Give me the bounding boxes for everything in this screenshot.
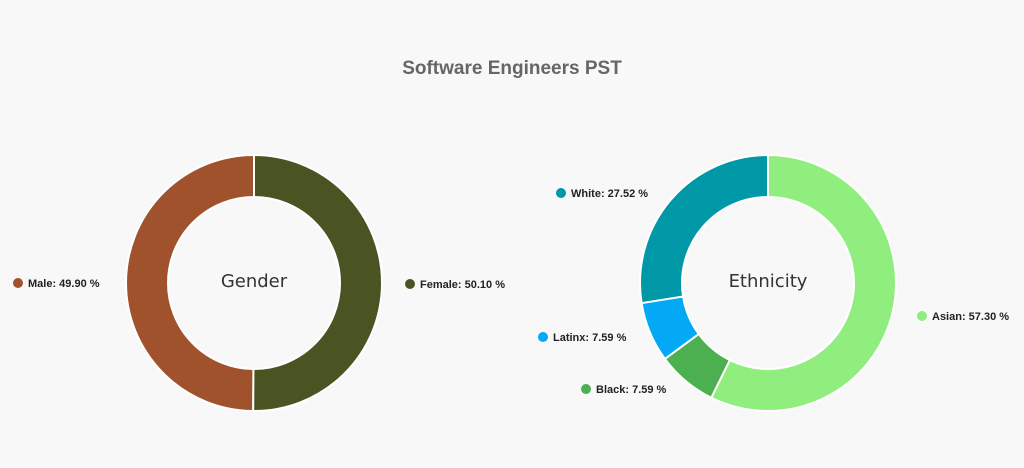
- data-label-female: Female: 50.10 %: [420, 279, 505, 291]
- gender-center-label: Gender: [221, 271, 288, 292]
- data-label-white: White: 27.52 %: [571, 188, 648, 200]
- data-label-male: Male: 49.90 %: [28, 278, 100, 290]
- legend-dot-male: [13, 278, 23, 288]
- legend-dot-black: [581, 384, 591, 394]
- slice-female[interactable]: [252, 153, 383, 412]
- legend-dot-white: [556, 188, 566, 198]
- legend-dot-asian: [917, 311, 927, 321]
- data-label-asian: Asian: 57.30 %: [932, 311, 1009, 323]
- page-title: Software Engineers PST: [402, 58, 622, 79]
- data-label-black: Black: 7.59 %: [596, 384, 667, 396]
- legend-dot-latinx: [538, 332, 548, 342]
- ethnicity-center-label: Ethnicity: [729, 271, 808, 292]
- ethnicity-donut-chart: Ethnicity Asian: 57.30 % Black: 7.59 % Lat…: [538, 153, 1009, 412]
- data-label-latinx: Latinx: 7.59 %: [553, 332, 627, 344]
- gender-donut-chart: Gender Female: 50.10 % Male: 49.90 %: [13, 153, 505, 413]
- legend-dot-female: [405, 279, 415, 289]
- slice-male[interactable]: [125, 153, 255, 413]
- slice-black[interactable]: [663, 332, 732, 400]
- slice-asian[interactable]: [709, 153, 897, 412]
